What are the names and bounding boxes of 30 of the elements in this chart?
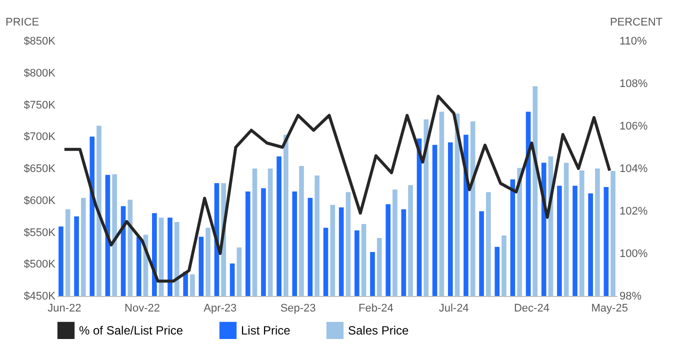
y2-tick-label: 108% [620, 78, 648, 90]
legend-label: List Price [241, 323, 291, 338]
y2-tick-label: 104% [620, 163, 648, 175]
y-tick-label: $550K [24, 226, 56, 239]
y-axis-title: PRICE [6, 16, 40, 28]
y2-tick-label: 102% [620, 206, 648, 218]
line-series [62, 94, 612, 283]
y2-tick-label: 98% [620, 290, 642, 302]
x-tick-label: Sep-23 [280, 302, 316, 314]
x-tick-label: May-25 [591, 302, 628, 314]
x-tick-label: Nov-22 [124, 302, 160, 314]
y-tick-label: $450K [24, 290, 56, 302]
x-tick-label: Dec-24 [514, 302, 550, 314]
y2-tick-label: 106% [620, 120, 648, 132]
y-tick-label: $650K [24, 163, 56, 175]
legend-label: % of Sale/List Price [79, 323, 184, 338]
x-tick-label: Apr-23 [204, 302, 237, 314]
x-tick-label: Jul-24 [438, 302, 469, 314]
y-tick-label: $600K [24, 194, 56, 207]
y2-tick-label: 110% [620, 36, 648, 48]
y-tick-label: $850K [24, 36, 56, 48]
y-tick-label: $500K [24, 258, 56, 271]
y-tick-label: $700K [24, 131, 56, 144]
x-tick-label: Jun-22 [48, 302, 82, 314]
x-tick-label: Feb-24 [358, 302, 394, 314]
y2-axis-title: PERCENT [610, 16, 663, 28]
y-tick-label: $800K [24, 67, 56, 80]
y-tick-label: $750K [24, 99, 56, 112]
legend-label: Sales Price [348, 323, 410, 338]
y2-tick-label: 100% [620, 248, 648, 260]
